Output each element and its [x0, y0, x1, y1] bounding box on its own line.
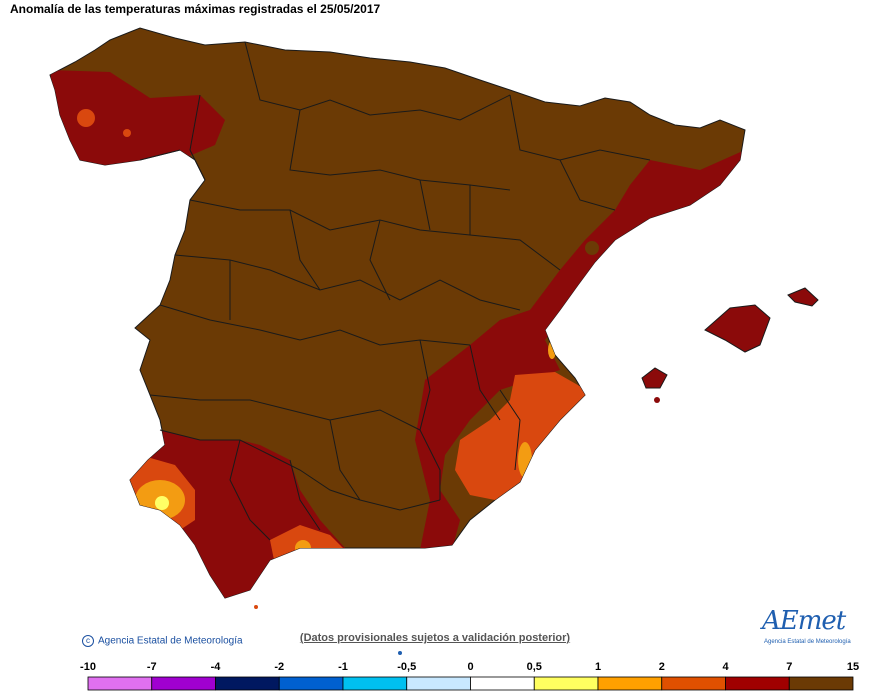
legend-swatch — [661, 676, 726, 691]
legend-swatch — [151, 676, 216, 691]
region-borders — [139, 41, 651, 541]
center-marker — [398, 651, 402, 655]
legend-swatch — [406, 676, 471, 691]
galicia-small-spot — [123, 129, 131, 137]
legend-tick-label: -2 — [274, 661, 285, 673]
legend-tick-label: 4 — [722, 661, 729, 673]
legend-tick-label: 7 — [786, 661, 793, 673]
map-title: Anomalía de las temperaturas máximas reg… — [10, 2, 381, 16]
formentera-island — [654, 397, 660, 403]
copyright-notice: c Agencia Estatal de Meteorología — [82, 635, 243, 647]
legend-swatch — [533, 676, 599, 691]
legend-swatch — [278, 676, 344, 691]
legend-swatch — [725, 676, 790, 691]
legend-tick-label: -10 — [80, 661, 96, 673]
malaga-amber-spot — [295, 540, 311, 556]
anomaly-map — [49, 27, 819, 655]
alboran-marker — [254, 605, 258, 609]
legend-tick-label: 2 — [658, 661, 665, 673]
legend-swatch — [215, 676, 280, 691]
copyright-label: Agencia Estatal de Meteorología — [98, 635, 243, 647]
legend-tick-label: 0 — [467, 661, 474, 673]
color-legend — [87, 676, 854, 691]
galicia-anomaly-zone — [50, 70, 225, 170]
legend-swatch — [87, 676, 153, 691]
legend-tick-label: -4 — [210, 661, 221, 673]
legend-swatch — [342, 676, 408, 691]
southeast-orange-zone — [455, 372, 590, 500]
legend-swatch — [597, 676, 663, 691]
east-coast-anomaly-zone — [415, 150, 745, 550]
copyright-icon: c — [82, 635, 94, 647]
alicante-amber-spot — [518, 442, 532, 478]
disclaimer-text: (Datos provisionales sujetos a validació… — [299, 632, 571, 644]
legend-swatch — [788, 676, 854, 691]
ebro-delta-brown-spot — [585, 241, 599, 255]
legend-tick-label: -7 — [146, 661, 157, 673]
legend-swatch — [470, 676, 535, 691]
logo-word: AEmet — [762, 606, 846, 636]
legend-tick-label: 15 — [846, 661, 860, 673]
mallorca-island — [704, 304, 771, 353]
aemet-logo: AEmet Agencia Estatal de Meteorología — [760, 606, 851, 652]
legend-tick-label: 1 — [594, 661, 602, 673]
legend-tick-label: -1 — [338, 661, 348, 673]
logo-subtitle: Agencia Estatal de Meteorología — [764, 639, 851, 645]
legend-tick-label: -0,5 — [397, 661, 417, 673]
legend-tick-label: 0,5 — [526, 661, 542, 673]
ibiza-island — [641, 367, 668, 389]
huelva-yellow-spot — [155, 496, 169, 510]
menorca-island — [787, 287, 819, 307]
valencia-amber-spot — [548, 341, 556, 359]
galicia-orange-spot — [77, 109, 95, 127]
